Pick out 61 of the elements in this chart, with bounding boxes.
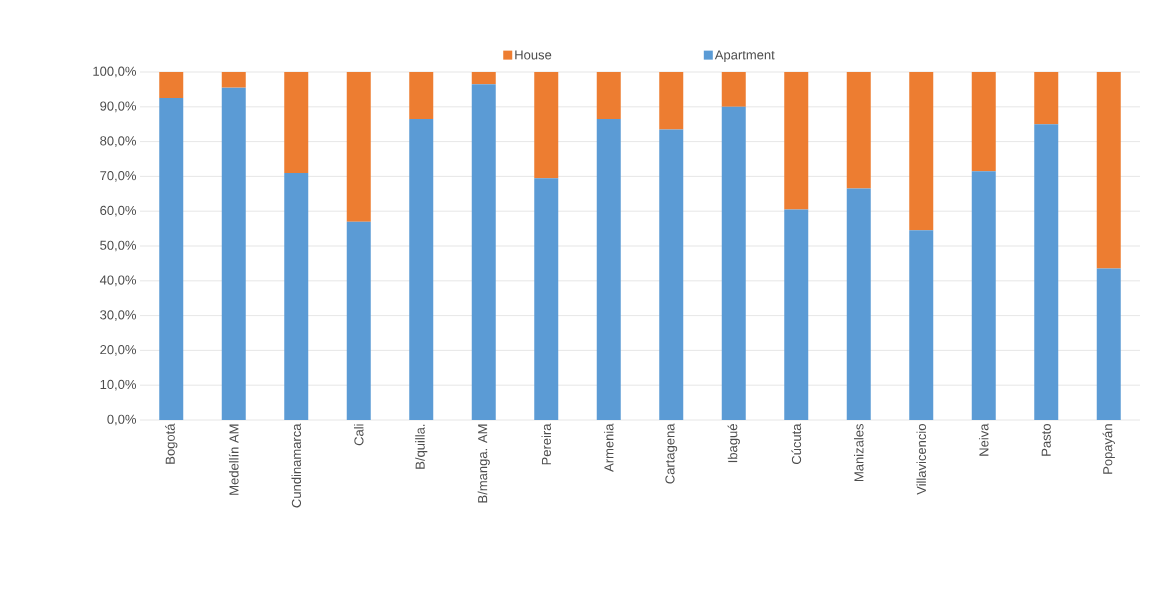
x-tick-label: Neiva — [978, 423, 989, 456]
y-tick-label: 70,0% — [100, 171, 137, 182]
bar — [971, 72, 996, 172]
bar — [159, 98, 184, 420]
bar — [346, 221, 371, 420]
x-tick-label: Popayán — [1102, 424, 1115, 474]
y-tick-label: 60,0% — [100, 205, 137, 217]
bar — [534, 72, 559, 179]
bar — [971, 171, 996, 420]
x-tick-label: Manizales — [853, 424, 864, 481]
y-tick-label: 50,0% — [100, 240, 137, 252]
x-tick-label: Cartagena — [665, 423, 678, 484]
bar — [471, 84, 496, 420]
x-tick-label: Villavicencio — [916, 424, 927, 495]
bar — [1034, 124, 1059, 420]
bar — [721, 72, 746, 107]
bar — [409, 72, 434, 119]
bar — [471, 72, 496, 85]
x-tick-label: B/quilla. — [415, 424, 428, 469]
y-tick-label: 0,0% — [107, 414, 137, 426]
bar — [596, 72, 621, 119]
bar — [659, 129, 684, 420]
bar — [346, 72, 371, 222]
x-tick-label: Ibagué — [727, 424, 740, 463]
bar — [221, 72, 246, 88]
x-tick-label: Armenia — [603, 423, 614, 472]
bar — [846, 188, 871, 420]
bar — [284, 172, 309, 420]
bar — [659, 72, 684, 130]
y-tick-label: 30,0% — [100, 310, 137, 321]
bar — [784, 72, 809, 210]
bar — [1034, 72, 1059, 125]
bar — [721, 106, 746, 420]
y-tick-label: 100,0% — [93, 66, 137, 78]
bar — [909, 230, 934, 420]
y-tick-label: 80,0% — [100, 136, 137, 147]
y-tick-label: 10,0% — [100, 379, 137, 391]
bar — [596, 118, 621, 420]
x-tick-label: Bogotá — [165, 423, 178, 464]
x-tick-label: Medellín AM — [228, 424, 239, 495]
bar — [784, 209, 809, 420]
y-tick-label: 40,0% — [99, 275, 137, 287]
bar — [284, 72, 309, 173]
legend-label: House — [515, 50, 552, 60]
bar — [1096, 72, 1121, 269]
x-tick-label: Cundinamarca — [291, 423, 302, 508]
bar — [846, 72, 871, 189]
bar — [221, 87, 246, 420]
legend-label: Apartment — [714, 50, 775, 63]
y-tick-label: 20,0% — [100, 345, 137, 356]
bar — [534, 178, 559, 420]
bar — [909, 72, 934, 231]
x-tick-label: Pasto — [1041, 424, 1051, 456]
bar — [159, 72, 184, 99]
y-tick-label: 90,0% — [100, 101, 137, 113]
x-tick-label: Pereira — [541, 423, 552, 465]
bar — [1096, 268, 1121, 420]
x-tick-label: Cúcuta — [791, 423, 802, 465]
x-tick-label: Cali — [353, 424, 364, 446]
bar — [409, 118, 434, 420]
x-tick-label: B/manga. AM — [477, 424, 490, 503]
